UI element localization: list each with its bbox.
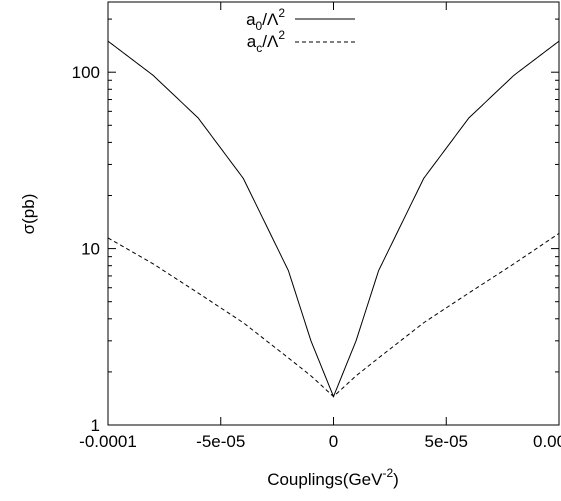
legend: a0/Λ2 ac/Λ2 — [246, 6, 355, 55]
legend-entry-1-sub: c — [256, 41, 262, 55]
x-tick-label-0: -0.0001 — [79, 432, 137, 451]
legend-entry-0-label: a0/Λ2 — [246, 6, 285, 33]
legend-entry-0-mid: /Λ — [262, 10, 279, 29]
x-tick-label-3: 5e-05 — [425, 432, 468, 451]
legend-entry-0-base: a — [246, 10, 256, 29]
x-axis-label-close: ) — [393, 470, 399, 489]
y-tick-label-2: 100 — [72, 63, 100, 82]
plot-frame — [107, 1, 560, 426]
legend-entry-0-sup: 2 — [278, 6, 285, 20]
x-axis-label: Couplings(GeV-2) — [267, 466, 399, 489]
x-tick-label-1: -5e-05 — [196, 432, 245, 451]
legend-entry-0-sub: 0 — [256, 19, 263, 33]
legend-entry-1-sup: 2 — [278, 28, 285, 42]
series-lines — [107, 40, 560, 398]
legend-entry-1-base: a — [247, 32, 257, 51]
x-tick-label-2: 0 — [329, 432, 338, 451]
x-axis-label-base: Couplings(GeV — [267, 470, 383, 489]
tick-labels: -0.0001 -5e-05 0 5e-05 0.0001 1 10 100 — [72, 63, 561, 451]
tick-marks — [107, 2, 560, 426]
series-line-1 — [107, 232, 560, 398]
legend-entry-1-mid: /Λ — [262, 32, 279, 51]
legend-entry-1-label: ac/Λ2 — [247, 28, 286, 55]
series-line-0 — [107, 40, 560, 398]
x-axis-label-sup: -2 — [382, 466, 393, 480]
y-tick-label-1: 10 — [81, 240, 100, 259]
y-tick-label-0: 1 — [91, 416, 100, 435]
y-axis-label: σ(pb) — [19, 194, 38, 235]
x-tick-label-4: 0.0001 — [533, 432, 561, 451]
